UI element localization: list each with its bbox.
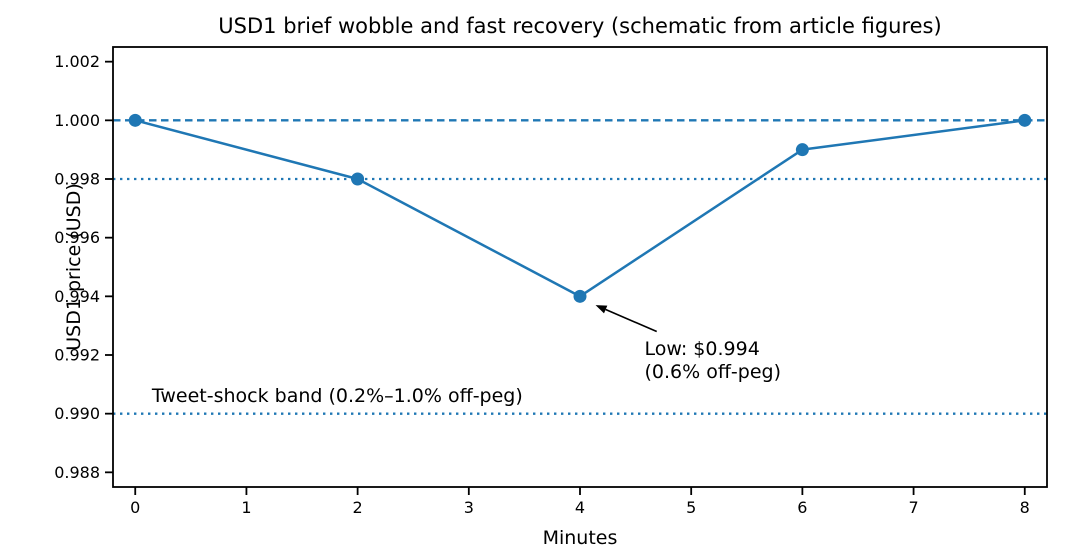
axes-frame [112,46,1048,488]
data-point-marker [795,143,809,157]
x-tick-label: 2 [353,498,363,517]
price-series [128,113,1032,303]
y-axis-label: USD1 price (USD) [63,183,85,350]
annotation-line-2: (0.6% off-peg) [644,361,781,383]
y-tick-label: 1.002 [54,52,100,71]
y-tick-label: 0.996 [54,228,100,247]
data-point-marker [573,289,587,303]
price-line [133,119,1027,298]
y-axis-ticks: 0.988 0.990 0.992 0.994 0.996 0.998 1.000 1.002 [54,52,113,482]
x-axis-ticks: 0 1 2 3 4 5 6 7 8 [130,487,1030,517]
chart-title: USD1 brief wobble and fast recovery (sch… [218,14,941,38]
data-point-marker [1018,113,1032,127]
y-tick-label: 0.998 [54,170,100,189]
x-tick-label: 0 [130,498,140,517]
x-tick-label: 5 [686,498,696,517]
band-label: Tweet-shock band (0.2%–1.0% off-peg) [151,385,523,407]
y-tick-label: 0.994 [54,287,100,306]
y-tick-label: 1.000 [54,111,100,130]
arrow-shaft [605,308,658,333]
plot-border [112,46,1048,488]
x-axis-label: Minutes [543,527,618,549]
y-tick-label: 0.988 [54,463,100,482]
arrow-head [595,305,608,314]
y-tick-label: 0.992 [54,346,100,365]
reference-lines [113,119,1047,415]
x-tick-label: 3 [464,498,474,517]
annotation-line-1: Low: $0.994 [644,338,759,360]
x-tick-label: 1 [241,498,251,517]
data-point-marker [351,172,365,186]
x-tick-label: 4 [575,498,585,517]
x-tick-label: 8 [1020,498,1030,517]
annotation-arrow [595,305,658,333]
x-tick-label: 7 [908,498,918,517]
data-point-marker [128,113,142,127]
x-tick-label: 6 [797,498,807,517]
y-tick-label: 0.990 [54,404,100,423]
